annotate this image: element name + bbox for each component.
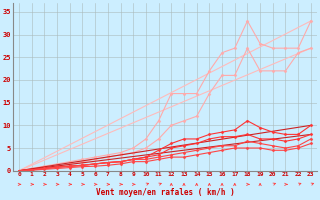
- X-axis label: Vent moyen/en rafales ( km/h ): Vent moyen/en rafales ( km/h ): [96, 188, 234, 197]
